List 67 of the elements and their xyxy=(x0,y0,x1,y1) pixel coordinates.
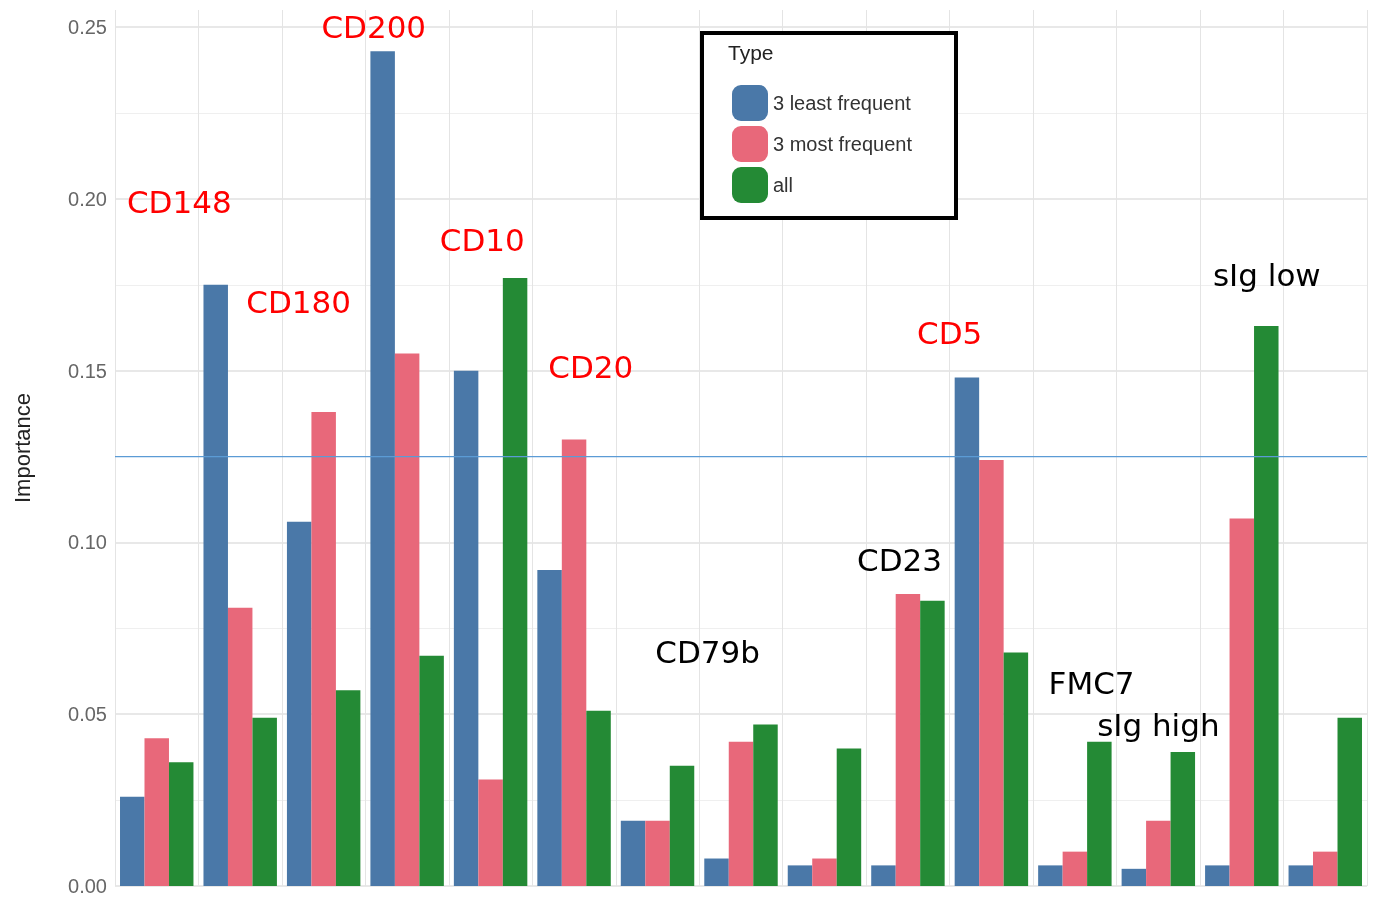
bar xyxy=(1003,652,1029,886)
annotation: CD148 xyxy=(126,184,232,221)
bar xyxy=(561,439,587,886)
bar xyxy=(871,865,896,886)
bar xyxy=(1254,326,1279,886)
bar xyxy=(1121,868,1147,886)
bar xyxy=(620,820,646,886)
annotation: CD200 xyxy=(321,9,427,46)
bar xyxy=(370,51,395,886)
annotation: CD10 xyxy=(439,222,525,259)
bar xyxy=(1229,518,1255,886)
bar xyxy=(168,762,194,886)
bar xyxy=(704,858,729,886)
annotation: CD180 xyxy=(246,284,351,320)
bar xyxy=(753,724,778,886)
bar xyxy=(920,600,945,886)
bar xyxy=(728,741,754,886)
bar xyxy=(502,277,528,886)
legend-label: 3 least frequent xyxy=(773,92,912,114)
bar xyxy=(1038,865,1063,886)
annotation: CD79b xyxy=(655,634,760,671)
y-tick-label: 0.25 xyxy=(68,16,107,39)
bar xyxy=(1337,717,1362,886)
bar xyxy=(1087,741,1112,886)
bar xyxy=(836,748,862,886)
y-tick-label: 0.20 xyxy=(68,187,107,210)
annotation: FMC7 xyxy=(1048,665,1135,702)
y-tick-label: 0.15 xyxy=(68,359,107,382)
legend-label: 3 most frequent xyxy=(773,133,913,155)
bar xyxy=(787,865,813,886)
y-axis-title: Importance xyxy=(9,392,35,504)
bar xyxy=(419,655,444,886)
bar xyxy=(1288,865,1314,886)
legend-title: Type xyxy=(728,41,774,64)
bar xyxy=(120,796,145,886)
annotation: CD20 xyxy=(548,349,634,386)
bar xyxy=(394,353,420,886)
bar xyxy=(311,411,336,886)
bar xyxy=(335,690,361,886)
bar xyxy=(144,738,169,886)
bar xyxy=(252,717,277,886)
bar xyxy=(453,370,479,886)
bar xyxy=(1062,851,1088,886)
annotation: sIg low xyxy=(1212,256,1321,293)
bar xyxy=(645,820,670,886)
annotation: sIg high xyxy=(1097,706,1220,743)
bar xyxy=(954,377,980,886)
bar xyxy=(1313,851,1338,886)
bar xyxy=(895,594,921,886)
bar xyxy=(1170,752,1196,886)
bar xyxy=(1146,820,1171,886)
bar xyxy=(478,779,503,886)
y-tick-label: 0.10 xyxy=(68,531,107,554)
bar xyxy=(286,521,312,886)
bar xyxy=(669,765,695,886)
bar xyxy=(812,858,837,886)
legend-label: all xyxy=(773,174,794,196)
annotation: CD23 xyxy=(857,541,943,578)
annotation: CD5 xyxy=(917,314,983,351)
bar xyxy=(586,710,611,886)
bar xyxy=(979,460,1004,886)
bar xyxy=(203,284,228,886)
bar xyxy=(537,569,562,886)
y-tick-label: 0.00 xyxy=(68,875,107,897)
bar xyxy=(227,607,253,886)
bar xyxy=(1205,865,1230,886)
y-tick-label: 0.05 xyxy=(68,703,107,726)
